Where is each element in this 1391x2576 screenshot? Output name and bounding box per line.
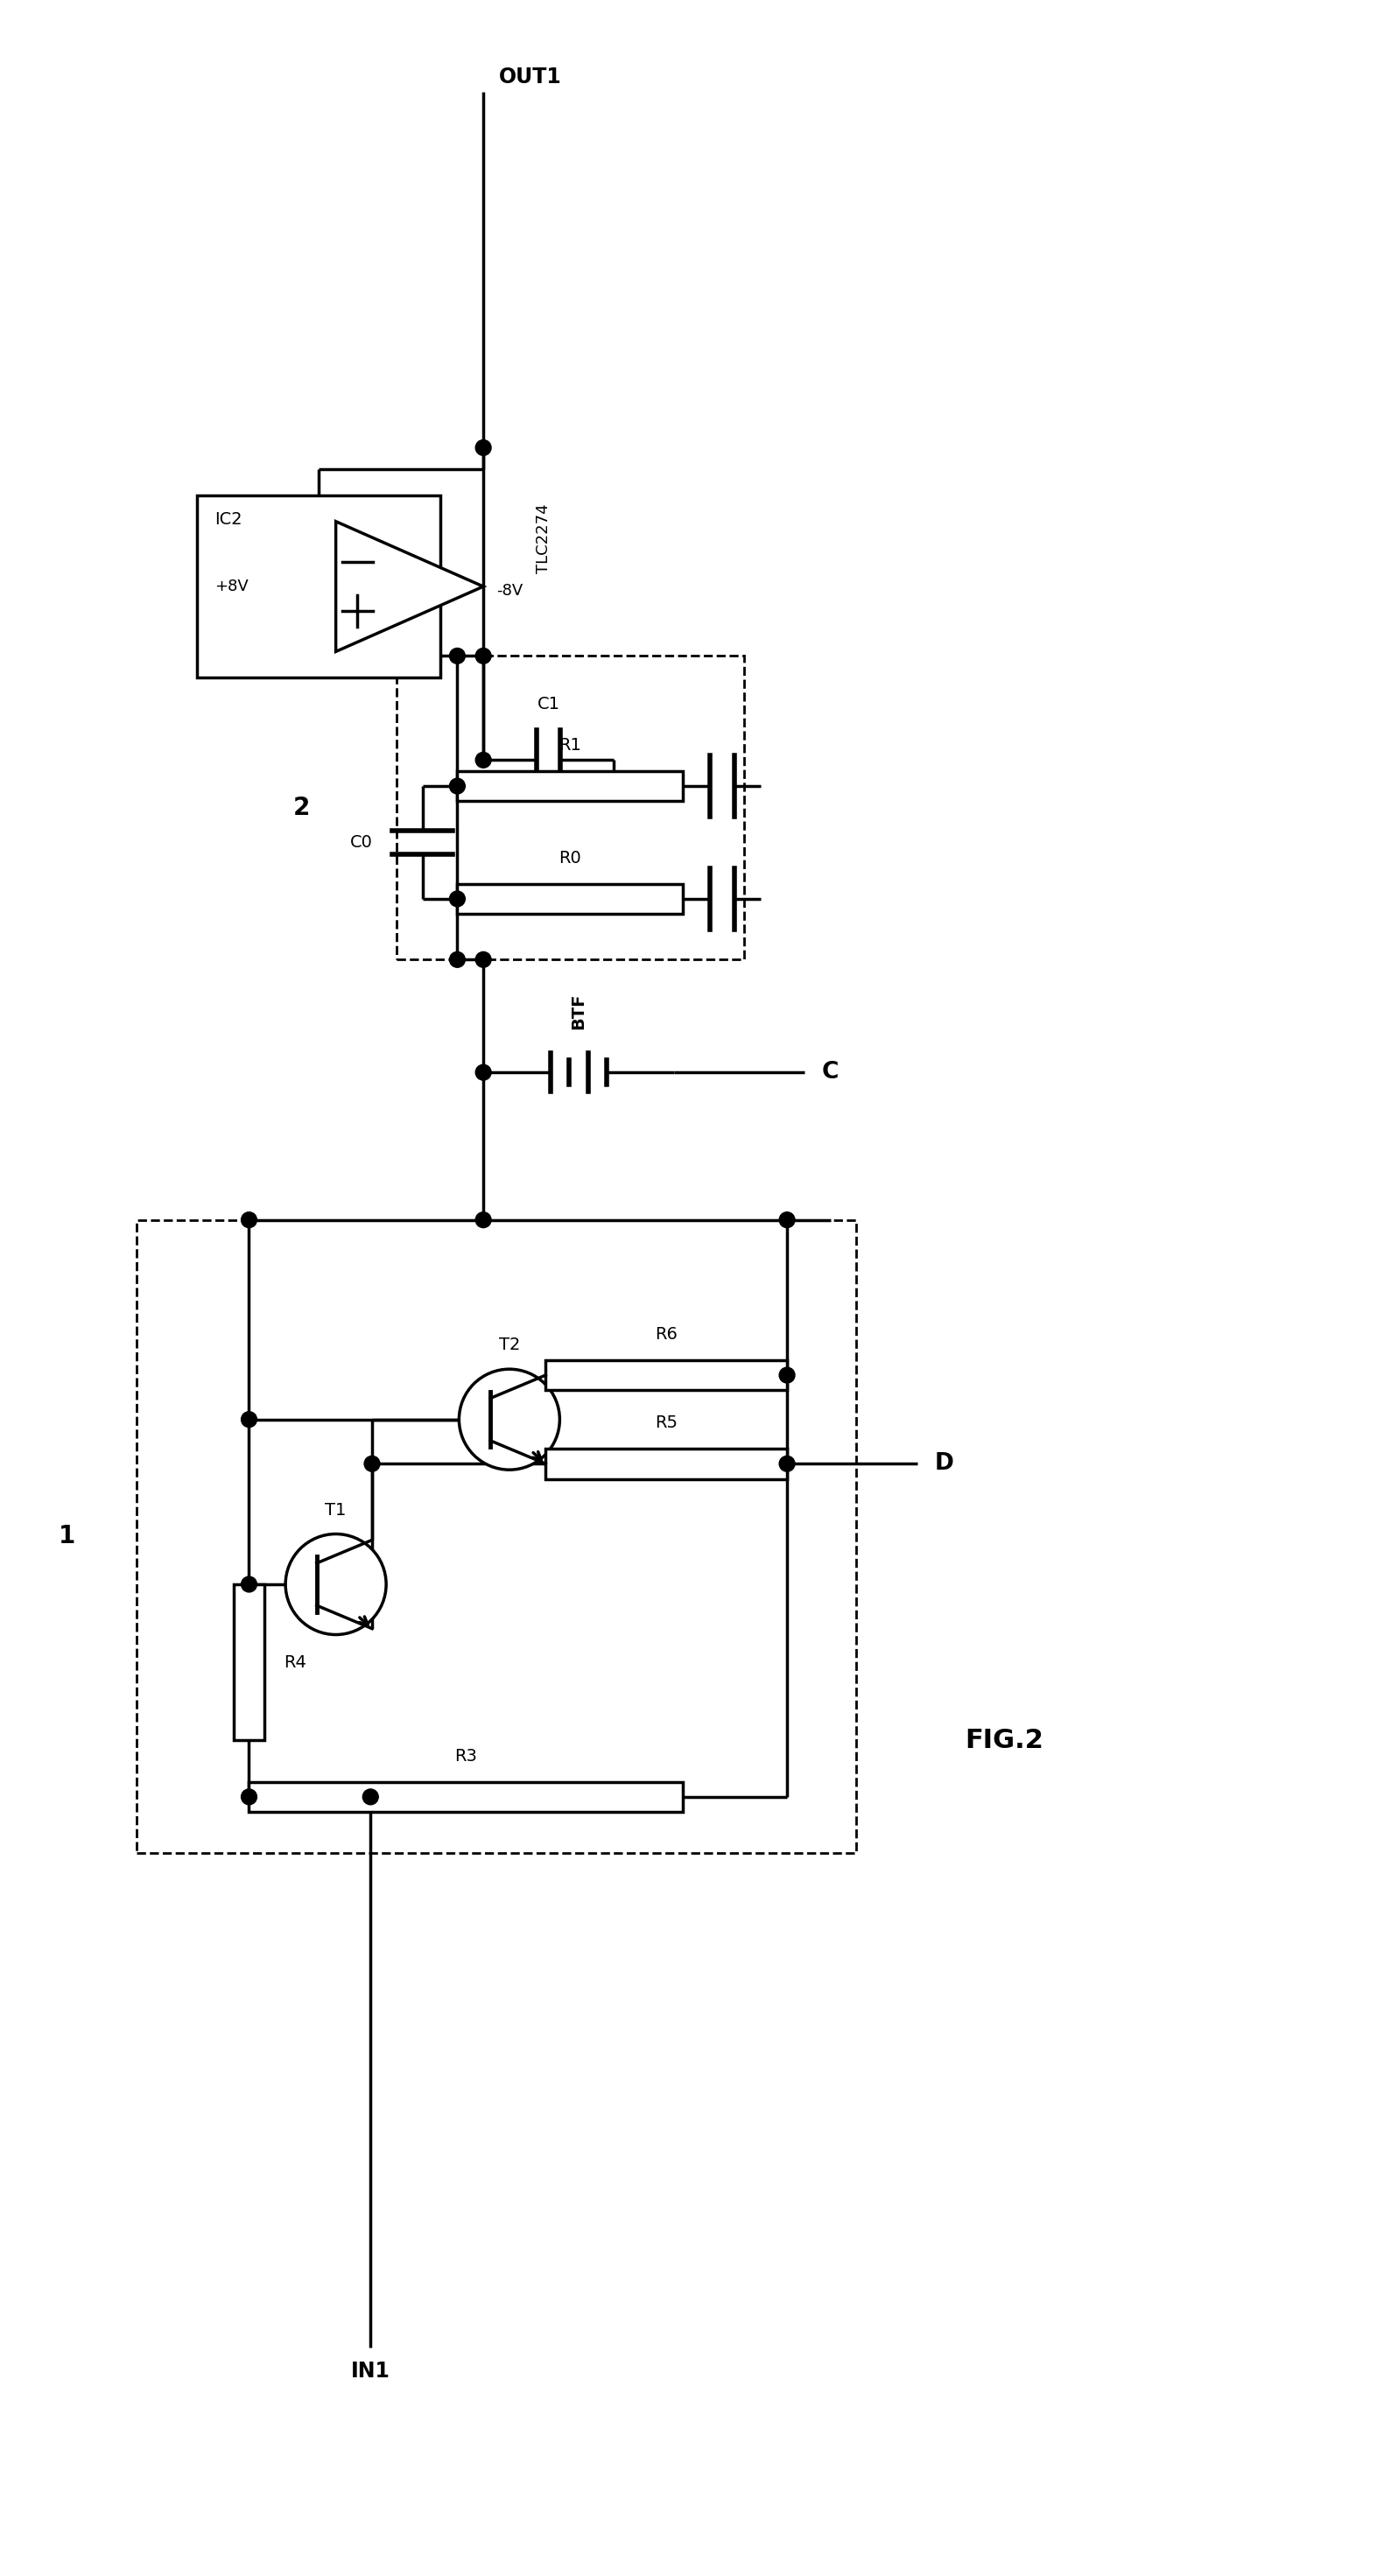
Circle shape [779, 1368, 794, 1383]
Circle shape [241, 1577, 257, 1592]
Polygon shape [335, 520, 483, 652]
Text: IC2: IC2 [214, 510, 242, 528]
Bar [234, 1584, 264, 1741]
Text: TLC2274: TLC2274 [536, 505, 551, 574]
Text: R5: R5 [655, 1414, 677, 1432]
Circle shape [449, 951, 465, 969]
Circle shape [476, 752, 491, 768]
Text: D: D [935, 1453, 954, 1476]
Text: C0: C0 [351, 835, 373, 850]
Text: +8V: +8V [214, 580, 248, 595]
Circle shape [779, 1455, 794, 1471]
Bar [458, 770, 683, 801]
Text: C: C [822, 1061, 839, 1084]
Text: R4: R4 [284, 1654, 306, 1672]
Bar [198, 495, 440, 677]
Text: T2: T2 [499, 1337, 520, 1352]
Text: FIG.2: FIG.2 [964, 1728, 1043, 1754]
Bar [136, 1221, 857, 1852]
Text: R0: R0 [559, 850, 581, 866]
Text: T1: T1 [325, 1502, 346, 1517]
Text: 1: 1 [58, 1525, 75, 1548]
Circle shape [476, 649, 491, 665]
Circle shape [459, 1368, 559, 1471]
Circle shape [449, 891, 465, 907]
Circle shape [476, 1064, 491, 1079]
Circle shape [449, 778, 465, 793]
Circle shape [476, 440, 491, 456]
Bar [396, 657, 744, 961]
Text: C1: C1 [537, 696, 559, 714]
Circle shape [241, 1790, 257, 1806]
Text: R1: R1 [559, 737, 581, 755]
Text: OUT1: OUT1 [499, 67, 562, 88]
Circle shape [476, 951, 491, 969]
Text: R6: R6 [655, 1327, 677, 1342]
Text: R3: R3 [455, 1747, 477, 1765]
Circle shape [241, 1213, 257, 1229]
Circle shape [363, 1790, 378, 1806]
Bar [545, 1448, 787, 1479]
Circle shape [241, 1412, 257, 1427]
Text: -8V: -8V [497, 582, 523, 598]
Bar [458, 884, 683, 914]
Circle shape [476, 1213, 491, 1229]
Text: 2: 2 [292, 796, 310, 819]
Bar [249, 1783, 683, 1811]
Circle shape [364, 1455, 380, 1471]
Circle shape [285, 1533, 387, 1636]
Bar [545, 1360, 787, 1391]
Circle shape [779, 1213, 794, 1229]
Circle shape [449, 649, 465, 665]
Text: IN1: IN1 [351, 2360, 389, 2383]
Text: BTF: BTF [570, 992, 587, 1028]
